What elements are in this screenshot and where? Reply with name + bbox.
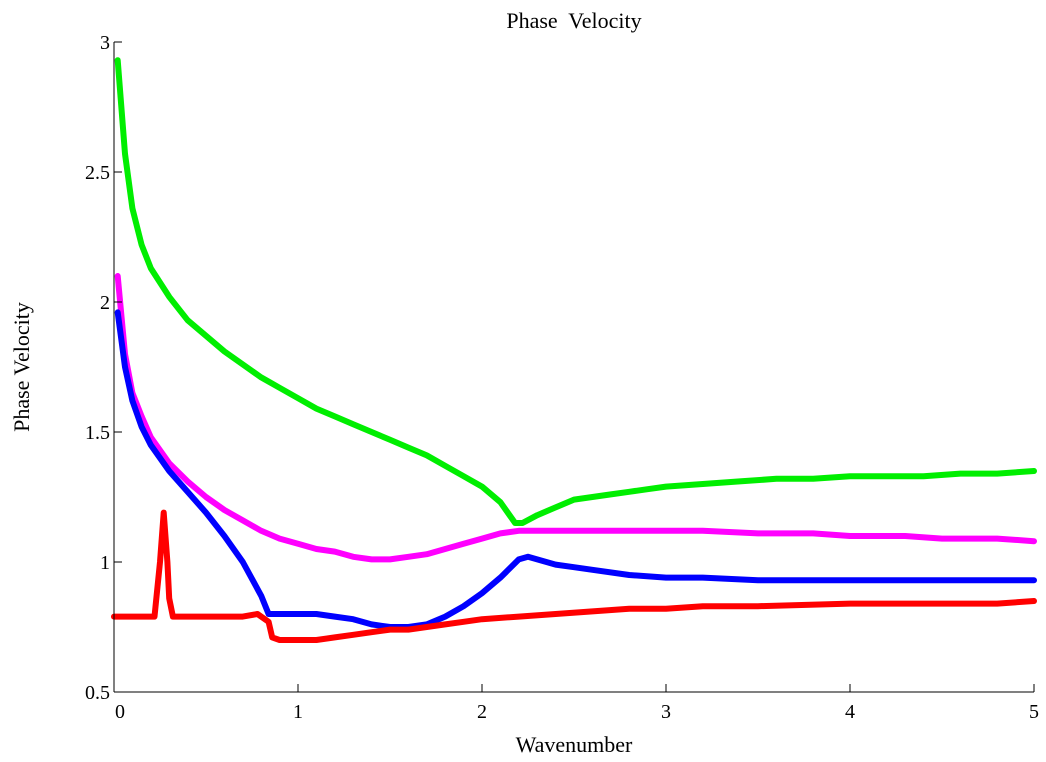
y-tick-label: 3 [100, 32, 110, 54]
chart-title: Phase Velocity [506, 8, 641, 33]
series-line-2 [114, 273, 1037, 563]
x-tick-label: 2 [477, 701, 487, 723]
series-layer [111, 57, 1037, 643]
y-tick-label: 0.5 [85, 682, 110, 704]
series-line-3 [114, 309, 1037, 630]
y-tick-label: 2 [100, 292, 110, 314]
y-tick-label: 1.5 [85, 422, 110, 444]
series-line-4 [111, 509, 1037, 643]
y-axis-title: Phase Velocity [9, 302, 34, 432]
y-tick-label: 2.5 [85, 162, 110, 184]
x-tick-label: 4 [845, 701, 855, 723]
x-tick-label: 0 [115, 701, 125, 723]
y-ticks: 0.5 1 1.5 2 2.5 3 [85, 32, 122, 704]
series-line-1 [114, 57, 1037, 526]
y-tick-label: 1 [100, 552, 110, 574]
x-tick-label: 5 [1029, 701, 1039, 723]
x-tick-label: 1 [293, 701, 303, 723]
x-ticks: 0 1 2 3 4 5 [113, 684, 1039, 723]
x-tick-label: 3 [661, 701, 671, 723]
x-axis-title: Wavenumber [516, 732, 633, 757]
